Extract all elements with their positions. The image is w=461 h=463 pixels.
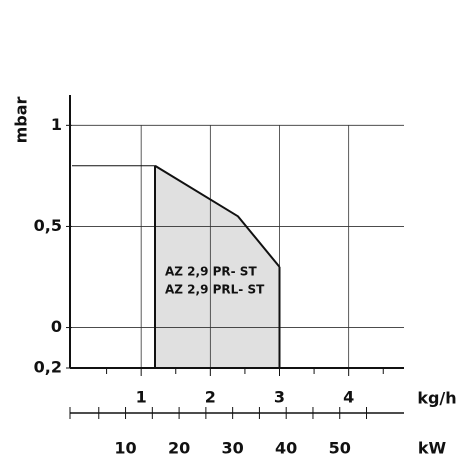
x-tick-label: 2 [205,388,216,407]
annotation: AZ 2,9 PRL- ST [165,283,265,297]
y-tick-label: 0 [51,317,62,336]
y-axis-label: mbar [12,96,31,143]
x2-tick-label: 30 [222,439,244,458]
x2-tick-label: 10 [114,439,136,458]
x-tick-label: 4 [343,388,354,407]
x2-tick-label: 50 [329,439,351,458]
x2-tick-label: 40 [275,439,297,458]
x2-axis-label: kW [418,439,447,458]
y-tick-label: 1 [51,115,62,134]
x-tick-label: 1 [136,388,147,407]
annotation: AZ 2,9 PR- ST [165,265,257,279]
x2-tick-label: 20 [168,439,190,458]
area-line [154,164,281,268]
y-tick-label: 0,5 [34,216,62,235]
y-tick-label: 0,2 [34,358,62,377]
area-fill [155,165,280,368]
x-axis-label: kg/h [417,389,456,408]
x-tick-label: 3 [274,388,285,407]
